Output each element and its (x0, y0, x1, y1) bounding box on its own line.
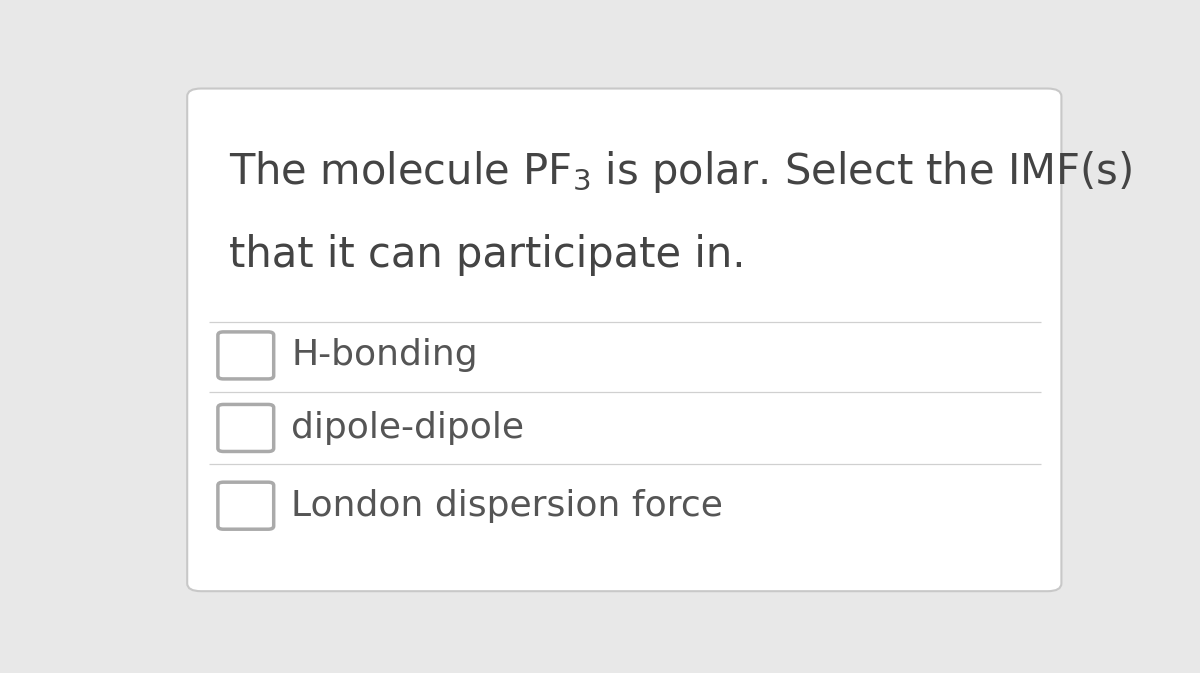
FancyBboxPatch shape (218, 482, 274, 529)
Text: London dispersion force: London dispersion force (292, 489, 724, 523)
FancyBboxPatch shape (218, 332, 274, 379)
Text: dipole-dipole: dipole-dipole (292, 411, 524, 445)
Text: that it can participate in.: that it can participate in. (229, 234, 745, 277)
Text: The molecule PF$_3$ is polar. Select the IMF(s): The molecule PF$_3$ is polar. Select the… (229, 149, 1132, 195)
FancyBboxPatch shape (218, 404, 274, 452)
FancyBboxPatch shape (187, 89, 1062, 591)
Text: H-bonding: H-bonding (292, 339, 478, 372)
